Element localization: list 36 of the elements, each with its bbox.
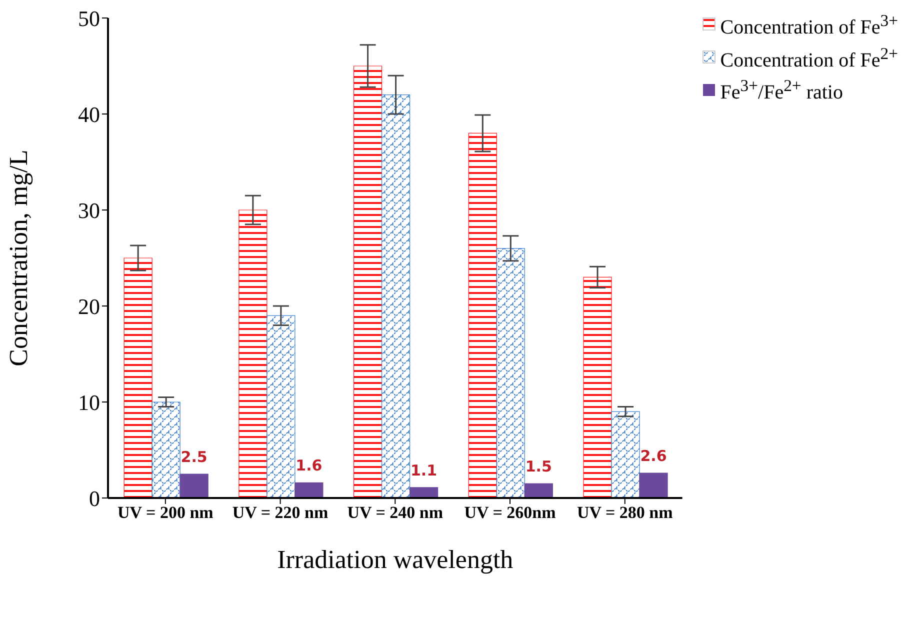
bar <box>410 487 438 498</box>
bar <box>639 472 668 498</box>
bar <box>180 474 208 498</box>
bar <box>294 482 324 498</box>
legend-label: Concentration of Fe$^{2+}$ <box>720 42 898 74</box>
data-label: 1.5 <box>525 458 552 476</box>
y-axis-title: Concentration, mg/L <box>4 150 34 366</box>
bar <box>354 66 382 498</box>
bar <box>468 132 497 498</box>
x-tick-label: UV = 240 nm <box>347 503 444 522</box>
y-tick-label: 50 <box>78 6 100 31</box>
bar <box>583 276 612 498</box>
legend-label: Fe$^{3+}$/Fe$^{2+}$ ratio <box>720 75 843 106</box>
data-label: 1.1 <box>410 461 438 480</box>
y-tick-label: 30 <box>78 198 100 223</box>
bar <box>496 248 525 498</box>
x-tick-label: UV = 260nm <box>464 503 556 522</box>
data-label: 1.6 <box>296 456 322 475</box>
bar <box>238 210 268 498</box>
legend-label: Concentration of Fe$^{3+}$ <box>720 10 898 41</box>
bar <box>152 402 180 498</box>
x-axis-title: Irradiation wavelength <box>277 545 514 574</box>
y-tick-label: 40 <box>78 102 100 127</box>
x-tick-label: UV = 200 nm <box>118 503 214 522</box>
data-label: 2.5 <box>180 448 208 466</box>
y-tick-label: 0 <box>89 486 100 511</box>
x-tick-label: UV = 220 nm <box>232 503 328 522</box>
bar <box>524 483 553 498</box>
bar <box>382 94 410 498</box>
bar <box>611 411 640 498</box>
bar <box>266 315 296 498</box>
x-tick-label: UV = 280 nm <box>576 503 673 522</box>
data-label: 2.6 <box>640 447 667 466</box>
y-tick-label: 10 <box>78 390 100 415</box>
y-tick-label: 20 <box>78 294 100 319</box>
bar <box>124 258 152 498</box>
